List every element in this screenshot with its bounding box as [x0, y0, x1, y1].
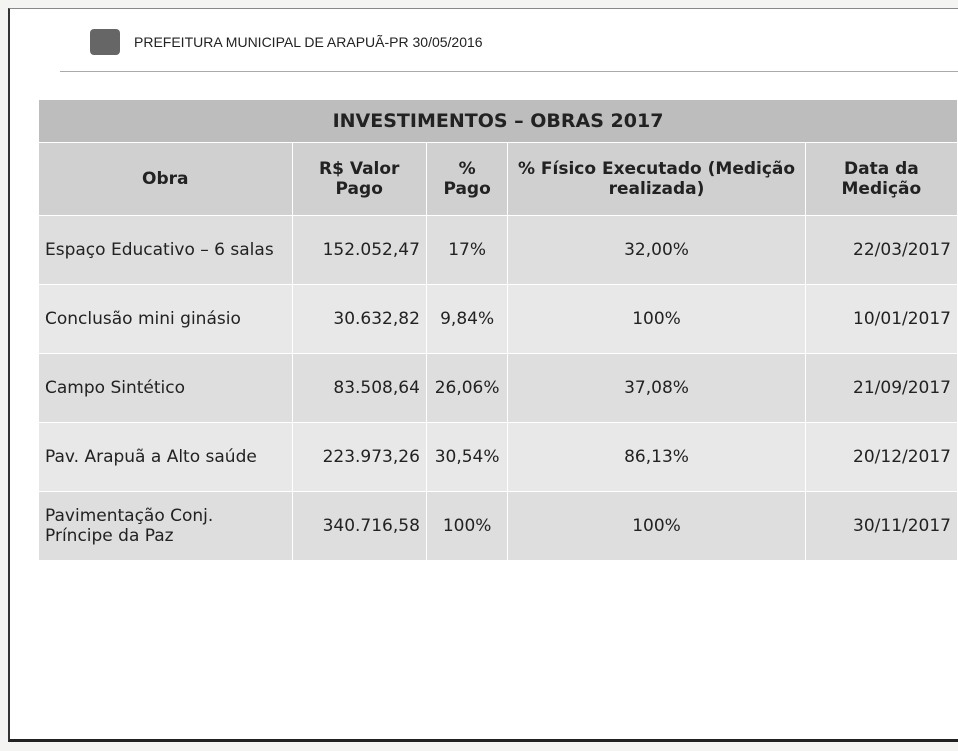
table-cell: 152.052,47	[291, 215, 427, 285]
table-cell: Conclusão mini ginásio	[38, 284, 293, 354]
column-header: % Pago	[425, 142, 509, 216]
table-row: Pavimentação Conj. Príncipe da Paz 340.71…	[38, 491, 958, 561]
column-header: % Físico Executado (Medição realizada)	[507, 142, 806, 216]
slide: PREFEITURA MUNICIPAL DE ARAPUÃ-PR 30/05/…	[8, 8, 958, 742]
table-cell: 21/09/2017	[804, 353, 958, 423]
table-cell: 30,54%	[425, 422, 509, 492]
table-row: Pav. Arapuã a Alto saúde 223.973,26 30,54%…	[38, 422, 958, 492]
table-cell: 100%	[425, 491, 509, 561]
table-cell: 340.716,58	[291, 491, 427, 561]
table-row: Conclusão mini ginásio 30.632,82 9,84% 100%…	[38, 284, 958, 354]
rule	[60, 71, 958, 72]
table-cell: Campo Sintético	[38, 353, 293, 423]
table: INVESTIMENTOS – OBRAS 2017 Obra R$ Valor …	[38, 99, 958, 561]
header: PREFEITURA MUNICIPAL DE ARAPUÃ-PR 30/05/…	[90, 29, 483, 55]
table-cell: 100%	[507, 491, 806, 561]
table-cell: 223.973,26	[291, 422, 427, 492]
table-cell: 9,84%	[425, 284, 509, 354]
table-cell: 17%	[425, 215, 509, 285]
table-cell: 100%	[507, 284, 806, 354]
table-cell: 37,08%	[507, 353, 806, 423]
table-cell: 10/01/2017	[804, 284, 958, 354]
table-cell: 20/12/2017	[804, 422, 958, 492]
table-row: Espaço Educativo – 6 salas 152.052,47 17% 3…	[38, 215, 958, 285]
table-cell: 22/03/2017	[804, 215, 958, 285]
logo	[90, 29, 120, 55]
table-row: Campo Sintético 83.508,64 26,06% 37,08% 21/0…	[38, 353, 958, 423]
column-header: Data da Medição	[804, 142, 958, 216]
table-cell: 83.508,64	[291, 353, 427, 423]
table-cell: 32,00%	[507, 215, 806, 285]
table-cell: 26,06%	[425, 353, 509, 423]
table-cell: 30.632,82	[291, 284, 427, 354]
table-cell: 86,13%	[507, 422, 806, 492]
column-header: Obra	[38, 142, 293, 216]
table-title: INVESTIMENTOS – OBRAS 2017	[38, 99, 958, 143]
table-cell: 30/11/2017	[804, 491, 958, 561]
table-cell: Pav. Arapuã a Alto saúde	[38, 422, 293, 492]
column-header: R$ Valor Pago	[291, 142, 427, 216]
table-cell: Pavimentação Conj. Príncipe da Paz	[38, 491, 293, 561]
table-cell: Espaço Educativo – 6 salas	[38, 215, 293, 285]
header-title: PREFEITURA MUNICIPAL DE ARAPUÃ-PR 30/05/…	[134, 34, 483, 50]
